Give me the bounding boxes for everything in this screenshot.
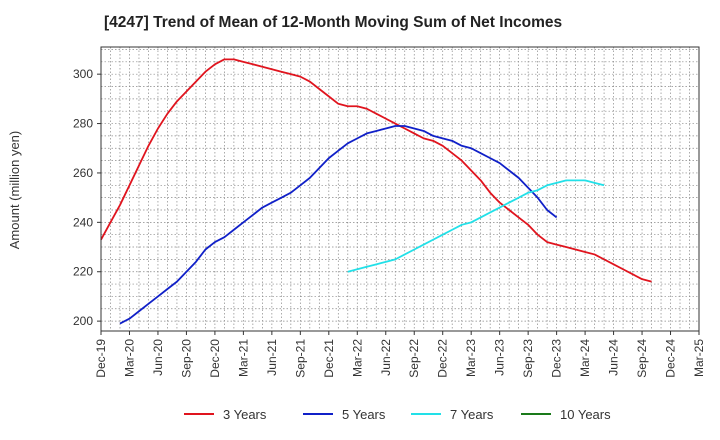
- y-tick-label: 300: [73, 67, 93, 81]
- legend-label: 3 Years: [223, 407, 267, 422]
- series-line-7-years: [347, 179, 605, 273]
- grid-layer: [101, 47, 699, 331]
- chart-title: [4247] Trend of Mean of 12-Month Moving …: [104, 14, 563, 31]
- x-tick-label: Mar-22: [350, 339, 364, 377]
- x-tick-label: Mar-20: [122, 339, 136, 377]
- y-tick-label: 260: [73, 166, 93, 180]
- legend-label: 5 Years: [342, 407, 386, 422]
- x-tick-label: Sep-24: [635, 339, 649, 378]
- y-tick-label: 200: [73, 314, 93, 328]
- legend-label: 10 Years: [560, 407, 611, 422]
- series-layer: [100, 58, 652, 325]
- x-tick-label: Sep-23: [521, 339, 535, 378]
- series-line-5-years: [119, 125, 558, 325]
- y-tick-label: 220: [73, 265, 93, 279]
- x-tick-label: Jun-20: [151, 339, 165, 376]
- x-tick-label: Jun-22: [379, 339, 393, 376]
- x-tick-label: Sep-22: [407, 339, 421, 378]
- plot-frame: [100, 46, 700, 332]
- x-tick-label: Dec-22: [436, 339, 450, 378]
- x-tick-label: Dec-19: [94, 339, 108, 378]
- x-tick-label: Mar-24: [578, 339, 592, 377]
- x-tick-label: Jun-24: [607, 339, 621, 376]
- x-tick-label: Mar-21: [236, 339, 250, 377]
- x-tick-label: Dec-20: [208, 339, 222, 378]
- plot-background: [101, 47, 699, 331]
- x-tick-label: Sep-20: [179, 339, 193, 378]
- x-tick-label: Dec-23: [550, 339, 564, 378]
- legend-label: 7 Years: [450, 407, 494, 422]
- x-tick-label: Dec-24: [664, 339, 678, 378]
- x-tick-label: Dec-21: [322, 339, 336, 378]
- series-line-3-years: [100, 58, 652, 283]
- x-tick-label: Jun-21: [265, 339, 279, 376]
- x-tick-label: Mar-23: [464, 339, 478, 377]
- y-tick-label: 280: [73, 117, 93, 131]
- x-tick-label: Sep-21: [293, 339, 307, 378]
- legend: 3 Years 5 Years 7 Years 10 Years: [184, 407, 611, 422]
- y-axis-label: Amount (million yen): [7, 131, 22, 250]
- y-tick-label: 240: [73, 215, 93, 229]
- x-tick-label: Jun-23: [493, 339, 507, 376]
- axis-layer: 200 220 240 260 280 300 Dec-19 Mar-20 Jun-20 Sep-…: [73, 67, 706, 378]
- x-tick-label: Mar-25: [692, 339, 706, 377]
